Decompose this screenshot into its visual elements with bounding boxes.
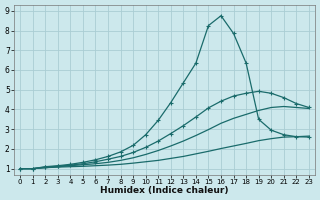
X-axis label: Humidex (Indice chaleur): Humidex (Indice chaleur) — [100, 186, 229, 195]
